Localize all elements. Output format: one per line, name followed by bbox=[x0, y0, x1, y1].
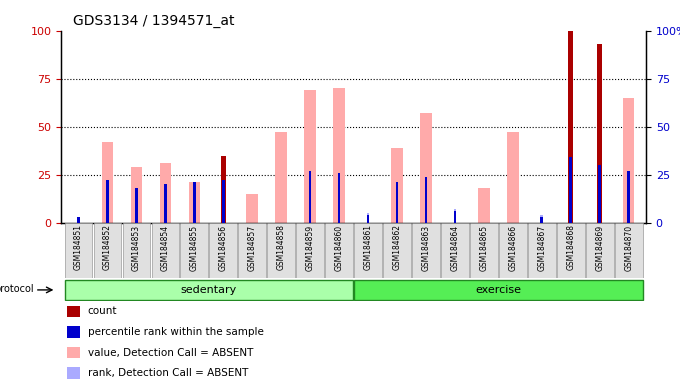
Bar bbox=[615, 223, 643, 278]
Bar bbox=[94, 223, 122, 278]
Bar bbox=[507, 132, 519, 223]
Bar bbox=[160, 163, 171, 223]
Bar bbox=[180, 223, 208, 278]
Text: GSM184860: GSM184860 bbox=[335, 224, 343, 270]
Bar bbox=[598, 165, 601, 223]
Bar bbox=[478, 188, 490, 223]
Text: GSM184854: GSM184854 bbox=[161, 224, 170, 270]
Bar bbox=[628, 171, 630, 223]
Bar bbox=[106, 180, 109, 223]
Bar bbox=[391, 148, 403, 223]
Bar bbox=[454, 209, 456, 223]
Bar bbox=[221, 156, 226, 223]
Bar bbox=[354, 223, 382, 278]
Bar bbox=[568, 31, 573, 223]
Bar bbox=[541, 217, 543, 223]
Bar bbox=[67, 326, 80, 338]
Bar bbox=[267, 223, 295, 278]
Bar bbox=[78, 217, 80, 223]
Text: sedentary: sedentary bbox=[181, 285, 237, 295]
Bar bbox=[354, 280, 643, 300]
Text: rank, Detection Call = ABSENT: rank, Detection Call = ABSENT bbox=[88, 368, 248, 378]
Text: GSM184859: GSM184859 bbox=[306, 224, 315, 270]
Bar bbox=[164, 184, 167, 223]
Text: GSM184868: GSM184868 bbox=[566, 224, 575, 270]
Text: GSM184867: GSM184867 bbox=[537, 224, 546, 270]
Bar bbox=[65, 280, 353, 300]
Bar bbox=[367, 215, 369, 223]
Text: GSM184865: GSM184865 bbox=[479, 224, 488, 270]
Bar bbox=[367, 213, 369, 223]
Bar bbox=[275, 132, 287, 223]
Bar bbox=[309, 171, 311, 223]
Bar bbox=[305, 90, 316, 223]
Text: GSM184862: GSM184862 bbox=[392, 224, 401, 270]
Bar bbox=[425, 177, 427, 223]
Bar bbox=[557, 223, 585, 278]
Text: GSM184864: GSM184864 bbox=[450, 224, 460, 270]
Bar bbox=[222, 180, 224, 223]
Text: value, Detection Call = ABSENT: value, Detection Call = ABSENT bbox=[88, 348, 253, 358]
Text: GSM184861: GSM184861 bbox=[364, 224, 373, 270]
Text: protocol: protocol bbox=[0, 284, 34, 294]
Text: GSM184853: GSM184853 bbox=[132, 224, 141, 270]
Text: GSM184863: GSM184863 bbox=[422, 224, 430, 270]
Bar bbox=[122, 223, 150, 278]
Bar bbox=[454, 211, 456, 223]
Bar bbox=[623, 98, 634, 223]
Text: count: count bbox=[88, 306, 117, 316]
Bar bbox=[188, 182, 200, 223]
Bar bbox=[131, 167, 142, 223]
Bar bbox=[541, 215, 543, 223]
Text: GSM184857: GSM184857 bbox=[248, 224, 257, 270]
Bar bbox=[135, 188, 138, 223]
Text: GSM184856: GSM184856 bbox=[219, 224, 228, 270]
Bar bbox=[65, 223, 92, 278]
Bar bbox=[585, 223, 613, 278]
Bar bbox=[296, 223, 324, 278]
Bar bbox=[528, 223, 556, 278]
Bar bbox=[67, 306, 80, 317]
Bar bbox=[333, 88, 345, 223]
Bar bbox=[102, 142, 114, 223]
Bar bbox=[420, 113, 432, 223]
Bar bbox=[569, 157, 572, 223]
Bar bbox=[441, 223, 469, 278]
Bar bbox=[246, 194, 258, 223]
Text: percentile rank within the sample: percentile rank within the sample bbox=[88, 327, 263, 337]
Bar bbox=[239, 223, 266, 278]
Bar bbox=[193, 182, 196, 223]
Bar bbox=[325, 223, 353, 278]
Text: GSM184851: GSM184851 bbox=[74, 224, 83, 270]
Bar bbox=[67, 347, 80, 358]
Bar bbox=[412, 223, 440, 278]
Text: GSM184870: GSM184870 bbox=[624, 224, 633, 270]
Bar bbox=[470, 223, 498, 278]
Text: GSM184869: GSM184869 bbox=[595, 224, 604, 270]
Bar bbox=[67, 367, 80, 379]
Text: GSM184866: GSM184866 bbox=[509, 224, 517, 270]
Bar bbox=[338, 173, 341, 223]
Text: GSM184852: GSM184852 bbox=[103, 224, 112, 270]
Bar bbox=[152, 223, 180, 278]
Text: GDS3134 / 1394571_at: GDS3134 / 1394571_at bbox=[73, 14, 235, 28]
Bar bbox=[597, 44, 602, 223]
Bar bbox=[78, 217, 80, 223]
Bar bbox=[396, 182, 398, 223]
Text: exercise: exercise bbox=[475, 285, 522, 295]
Bar bbox=[209, 223, 237, 278]
Text: GSM184855: GSM184855 bbox=[190, 224, 199, 270]
Text: GSM184858: GSM184858 bbox=[277, 224, 286, 270]
Bar bbox=[383, 223, 411, 278]
Bar bbox=[499, 223, 527, 278]
